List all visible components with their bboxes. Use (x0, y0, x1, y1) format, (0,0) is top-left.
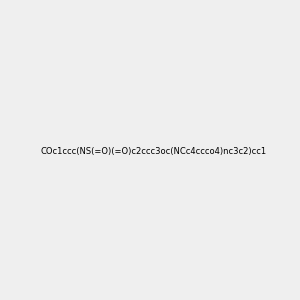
Text: COc1ccc(NS(=O)(=O)c2ccc3oc(NCc4ccco4)nc3c2)cc1: COc1ccc(NS(=O)(=O)c2ccc3oc(NCc4ccco4)nc3… (41, 147, 267, 156)
